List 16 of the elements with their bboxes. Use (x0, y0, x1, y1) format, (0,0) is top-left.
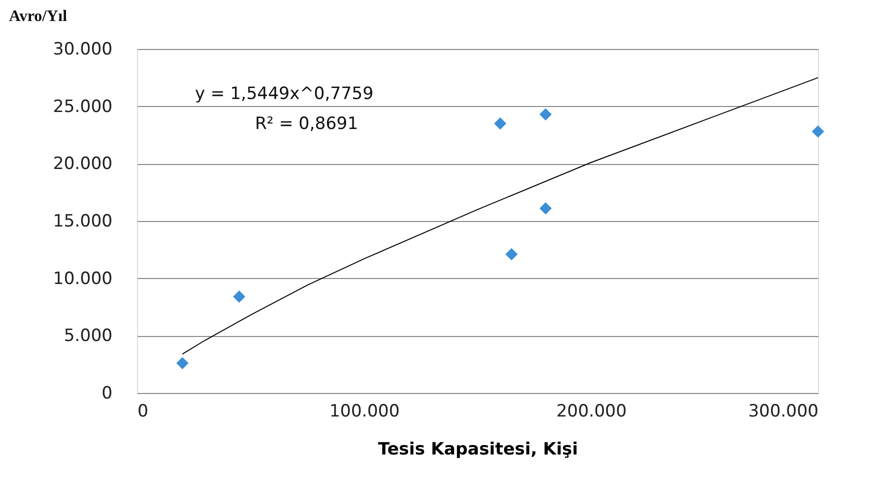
annotation: y = 1,5449x^0,7759 (195, 84, 374, 104)
annotation: R² = 0,8691 (255, 114, 358, 134)
line-series (182, 77, 818, 355)
y-tick-label: 10.000 (53, 268, 112, 289)
y-tick-label: 15.000 (53, 212, 112, 232)
y-tick-label: 5.000 (64, 326, 112, 346)
y-tick-label: 20.000 (53, 154, 112, 174)
x-axis-title: Tesis Kapasitesi, Kişi (378, 440, 578, 460)
x-tick-label: 300.000 (748, 402, 818, 422)
x-tick-label: 0 (138, 402, 148, 422)
y-tick-label: 25.000 (53, 96, 112, 117)
y-axis-title: Avro/Yıl (9, 8, 68, 25)
x-tick-label: 200.000 (556, 402, 627, 422)
y-tick-label: 30.000 (53, 40, 112, 60)
y-tick-label: 0 (102, 384, 112, 404)
x-tick-label: 100.000 (329, 402, 400, 422)
